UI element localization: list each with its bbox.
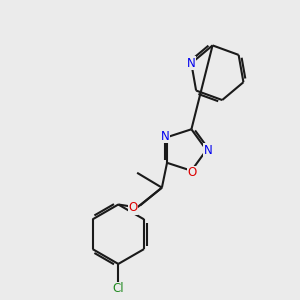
Text: Cl: Cl <box>112 282 124 295</box>
Text: O: O <box>128 201 138 214</box>
Text: N: N <box>161 130 170 143</box>
Text: N: N <box>187 57 196 70</box>
Text: N: N <box>204 143 213 157</box>
Text: O: O <box>188 166 197 179</box>
